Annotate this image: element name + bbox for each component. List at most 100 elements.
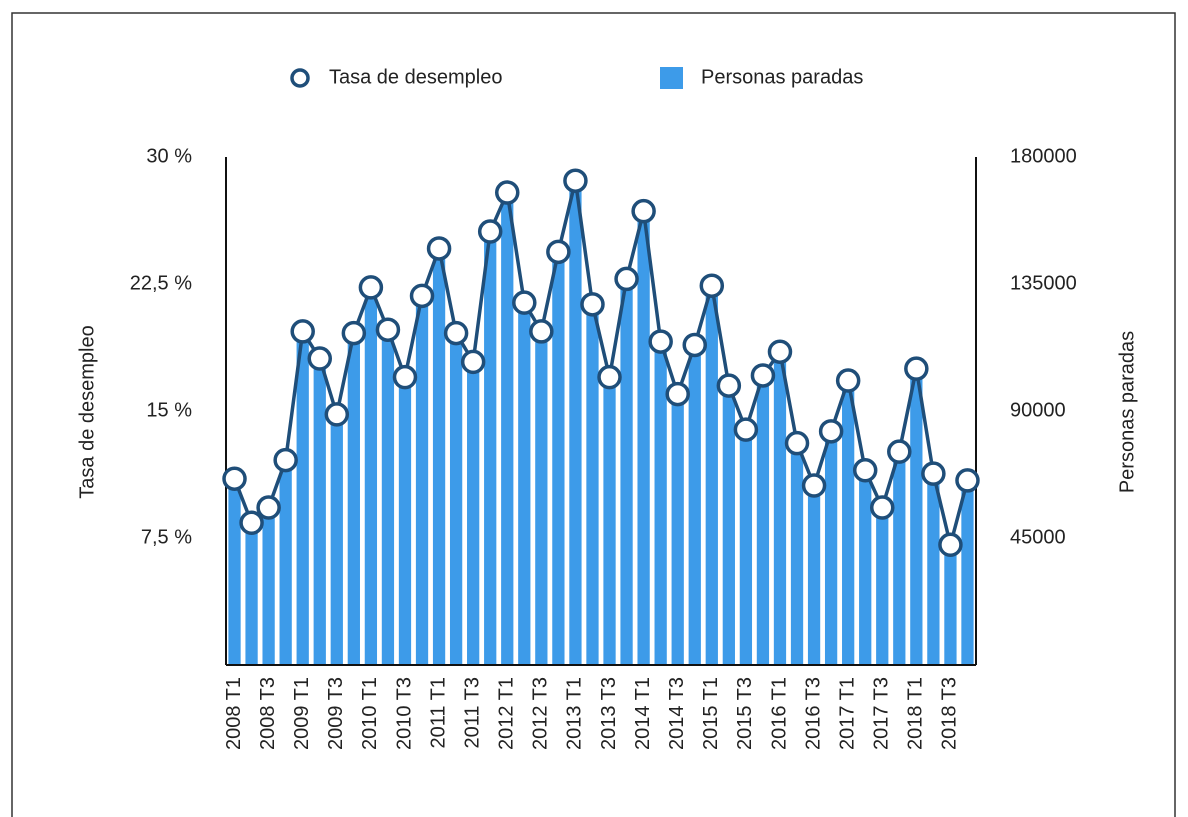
point xyxy=(392,364,418,390)
x-tick-label: 2013 T1 xyxy=(564,677,586,750)
bar xyxy=(705,285,718,665)
x-tick-label: 2017 T1 xyxy=(836,677,858,750)
point xyxy=(290,319,315,344)
point xyxy=(614,266,639,292)
point xyxy=(426,236,452,261)
bar xyxy=(756,375,770,665)
legend-label: Personas paradas xyxy=(701,66,863,88)
point xyxy=(256,495,281,520)
point xyxy=(818,419,844,444)
point xyxy=(750,363,776,388)
point xyxy=(938,532,963,558)
bar xyxy=(739,429,753,665)
bar xyxy=(467,361,480,665)
point xyxy=(409,283,435,309)
legend-marker xyxy=(290,68,310,88)
bar xyxy=(961,480,974,665)
y2-tick-label: 45000 xyxy=(1010,526,1066,548)
bar xyxy=(262,507,275,665)
x-tick-label: 2009 T3 xyxy=(325,677,347,750)
point xyxy=(512,290,537,315)
point xyxy=(682,332,707,358)
bar xyxy=(944,544,957,665)
y2-tick-label: 135000 xyxy=(1010,272,1077,294)
bar xyxy=(279,460,292,665)
x-tick-label: 2013 T3 xyxy=(598,677,620,750)
point xyxy=(852,458,878,483)
bar xyxy=(398,377,412,665)
point xyxy=(324,402,350,427)
x-tick-label: 2015 T1 xyxy=(700,677,722,750)
x-tick-label: 2015 T3 xyxy=(734,677,756,750)
legend-label: Tasa de desempleo xyxy=(329,66,502,88)
x-tick-label: 2016 T3 xyxy=(802,677,824,750)
bar xyxy=(381,329,395,665)
x-tick-label: 2018 T1 xyxy=(905,677,927,750)
point xyxy=(904,356,929,381)
bar xyxy=(518,302,531,665)
bar xyxy=(330,414,343,665)
point xyxy=(222,466,247,491)
point xyxy=(648,329,673,354)
bar xyxy=(620,278,633,665)
point xyxy=(631,198,656,224)
x-tick-label: 2011 T3 xyxy=(461,677,483,749)
point xyxy=(375,317,401,342)
point xyxy=(801,473,827,498)
frame xyxy=(11,12,1176,817)
point xyxy=(767,339,793,364)
point xyxy=(443,320,469,346)
bar xyxy=(415,295,429,665)
x-tick-label: 2012 T3 xyxy=(530,677,552,750)
bar xyxy=(603,377,616,665)
bar xyxy=(910,368,923,665)
point xyxy=(580,292,605,317)
point xyxy=(546,239,571,265)
bar xyxy=(927,473,940,665)
x-tick-label: 2008 T3 xyxy=(257,677,279,750)
bar xyxy=(876,507,889,665)
bar xyxy=(722,385,735,665)
bar xyxy=(654,341,667,665)
bar xyxy=(432,248,446,665)
point xyxy=(887,439,912,464)
x-tick-label: 2014 T1 xyxy=(632,677,654,750)
point xyxy=(699,273,725,298)
point xyxy=(358,275,384,300)
bar xyxy=(296,331,309,665)
point xyxy=(529,319,554,344)
bar xyxy=(313,358,326,665)
bar xyxy=(449,333,463,665)
point xyxy=(460,349,486,375)
x-tick-label: 2016 T1 xyxy=(768,677,790,750)
bar xyxy=(842,380,855,665)
point xyxy=(341,320,367,346)
point xyxy=(784,430,810,456)
y2-tick-label: 90000 xyxy=(1010,399,1066,421)
x-tick-label: 2018 T3 xyxy=(939,677,961,750)
point xyxy=(477,219,503,244)
point xyxy=(597,364,622,390)
legend-marker xyxy=(660,67,683,89)
x-tick-label: 2011 T1 xyxy=(427,677,449,749)
point xyxy=(273,447,298,473)
bar xyxy=(569,180,582,665)
bar xyxy=(688,344,701,665)
point xyxy=(665,381,690,407)
bar xyxy=(484,231,497,666)
bar xyxy=(893,451,906,665)
y-tick-label: 22,5 % xyxy=(130,272,192,294)
x-tick-label: 2012 T1 xyxy=(496,677,518,750)
point xyxy=(239,510,264,536)
point xyxy=(716,373,742,398)
x-tick-label: 2014 T3 xyxy=(666,677,688,750)
point xyxy=(733,417,759,442)
point xyxy=(955,468,980,493)
bar xyxy=(671,394,684,665)
bar xyxy=(790,443,804,665)
bar xyxy=(347,333,360,665)
point xyxy=(835,368,861,393)
y-axis-title: Tasa de desempleo xyxy=(76,325,98,498)
point xyxy=(563,168,588,193)
bar xyxy=(586,304,599,665)
